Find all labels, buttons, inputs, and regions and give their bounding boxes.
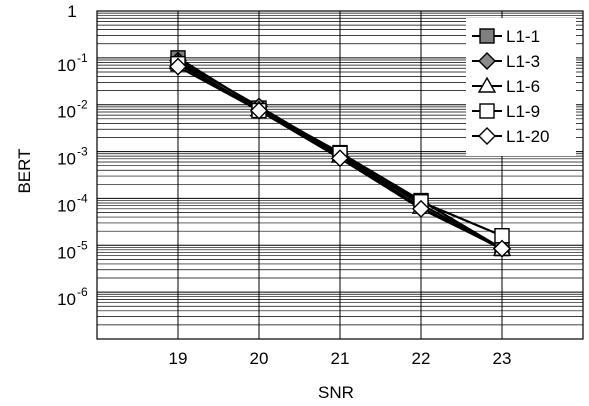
- svg-text:10: 10: [57, 56, 76, 75]
- x-tick-labels: 19 20 21 22 23: [169, 349, 512, 368]
- legend-label: L1-1: [506, 27, 540, 46]
- legend-marker: [478, 127, 496, 145]
- legend-marker: [477, 76, 497, 93]
- svg-text:-1: -1: [77, 51, 88, 65]
- y-tick-label: 10 -4: [57, 191, 88, 215]
- legend-item: L1-20: [472, 127, 549, 146]
- svg-text:-3: -3: [77, 145, 88, 159]
- y-tick-label: 10 -3: [57, 145, 88, 169]
- x-tick-label: 21: [331, 349, 350, 368]
- data-point: [169, 57, 187, 76]
- x-tick-label: 19: [169, 349, 188, 368]
- data-point: [331, 149, 349, 168]
- series-layer: [168, 50, 512, 258]
- svg-text:-4: -4: [77, 191, 88, 205]
- legend-item: L1-1: [472, 27, 540, 46]
- y-tick-label: 10 -2: [57, 98, 88, 122]
- legend-item: L1-6: [472, 76, 540, 96]
- x-axis-label: SNR: [318, 383, 354, 402]
- y-tick-label: 10 -6: [57, 285, 88, 309]
- series-markers-L1-20: [169, 57, 511, 258]
- svg-text:-6: -6: [77, 285, 88, 299]
- x-tick-label: 22: [412, 349, 431, 368]
- legend-label: L1-3: [506, 52, 540, 71]
- y-tick-label: 1: [67, 2, 76, 21]
- svg-text:10: 10: [57, 290, 76, 309]
- y-tick-label: 10 -1: [57, 51, 88, 75]
- data-point: [493, 239, 511, 258]
- legend-label: L1-9: [506, 102, 540, 121]
- y-tick-label: 10 -5: [57, 238, 88, 262]
- plot-frame: [96, 10, 584, 340]
- svg-text:10: 10: [57, 103, 76, 122]
- legend-marker: [479, 28, 495, 44]
- legend: L1-1 L1-3 L1-6 L1-9 L1-20: [466, 18, 576, 156]
- y-tick-labels: 110-110-210-310-410-510-6: [57, 2, 88, 309]
- svg-text:10: 10: [57, 150, 76, 169]
- y-axis-label: BERT: [15, 148, 34, 193]
- legend-item: L1-3: [472, 52, 540, 71]
- svg-text:-2: -2: [77, 98, 88, 112]
- legend-marker: [478, 52, 496, 70]
- svg-text:10: 10: [57, 243, 76, 262]
- x-tick-label: 23: [493, 349, 512, 368]
- data-point: [412, 199, 430, 218]
- x-tick-label: 20: [250, 349, 269, 368]
- svg-text:-5: -5: [77, 238, 88, 252]
- legend-label: L1-6: [506, 77, 540, 96]
- svg-text:1: 1: [67, 2, 76, 21]
- legend-label: L1-20: [506, 127, 549, 146]
- svg-text:10: 10: [57, 196, 76, 215]
- legend-marker: [479, 103, 495, 119]
- data-point: [250, 101, 268, 120]
- legend-item: L1-9: [472, 102, 540, 121]
